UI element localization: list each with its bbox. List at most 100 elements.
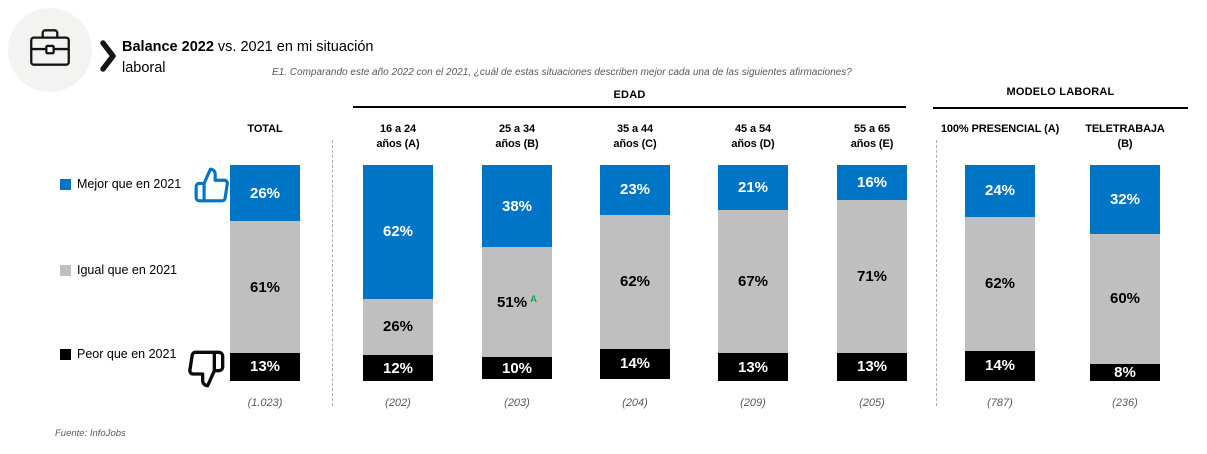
segment-value-label: 62% — [382, 223, 414, 241]
legend-label-igual: Igual que en 2021 — [77, 263, 178, 277]
bar-segment: 62% — [965, 216, 1035, 351]
bar-segment: 67% — [718, 209, 788, 354]
bar-segment: 26% — [363, 298, 433, 356]
bar-segment: 62% — [363, 165, 433, 299]
segment-value-label: 10% — [501, 359, 533, 377]
bar-segment: 21% — [718, 165, 788, 210]
stacked-bar: 16% 71% 13% — [837, 165, 907, 381]
segment-value-label: 26% — [382, 318, 414, 336]
bar-segment: 62% — [600, 214, 670, 349]
bar-column: 100% PRESENCIAL (A) 24% 62% 14% (787) — [930, 122, 1070, 409]
segment-value-label: 61% — [249, 278, 281, 296]
segment-value-label: 13% — [737, 358, 769, 376]
base-size-label: (236) — [1112, 397, 1138, 409]
bar-segment: 38% — [482, 165, 552, 248]
title-line2: laboral — [122, 60, 166, 76]
segment-value-label: 26% — [249, 184, 281, 202]
legend-label-mejor: Mejor que en 2021 — [77, 177, 182, 191]
base-size-label: (1.023) — [247, 397, 283, 409]
segment-value-label: 62% — [984, 275, 1016, 293]
legend-swatch-peor-icon — [60, 348, 71, 360]
stacked-bar: 24% 62% 14% — [965, 165, 1035, 381]
logo-circle — [8, 8, 92, 92]
bar-segment: 13% — [837, 352, 907, 381]
bar-segment: 60% — [1090, 234, 1160, 364]
segment-value-label: 13% — [249, 358, 281, 376]
stacked-bar: 21% 67% 13% — [718, 165, 788, 381]
title-bold: Balance 2022 — [122, 39, 214, 55]
legend-item-mejor: Mejor que en 2021 — [60, 177, 181, 191]
stacked-bar: 62% 26% 12% — [363, 165, 433, 381]
bar-column: 35 a 44 años (C) 23% 62% 14% (204) — [565, 122, 705, 409]
thumbs-down-icon — [186, 349, 226, 394]
bar-segment: 51% A — [482, 247, 552, 358]
segment-value-label: 67% — [737, 273, 769, 291]
segment-value-label: 32% — [1109, 191, 1141, 209]
bar-column: TELETRABAJA (B) 32% 60% 8% (236) — [1055, 122, 1195, 409]
segment-value-label: 14% — [984, 357, 1016, 375]
segment-value-label: 16% — [856, 173, 888, 191]
bar-segment: 13% — [718, 353, 788, 381]
chevron-right-icon — [99, 40, 117, 77]
base-size-label: (202) — [385, 397, 411, 409]
edad-underline — [353, 106, 906, 108]
group-header-modelo-laboral: MODELO LABORAL — [1006, 86, 1115, 98]
bar-segment: 12% — [363, 355, 433, 381]
separator-total-edad — [332, 140, 333, 406]
segment-value-label: 23% — [619, 181, 651, 199]
legend-item-igual: Igual que en 2021 — [60, 263, 177, 277]
column-header: TELETRABAJA (B) — [1085, 123, 1165, 150]
base-size-label: (205) — [859, 397, 885, 409]
segment-value-label: 51% A — [497, 293, 537, 311]
bar-segment: 16% — [837, 165, 907, 200]
legend-swatch-mejor-icon — [60, 178, 71, 190]
stacked-bar: 32% 60% 8% — [1090, 165, 1160, 381]
bar-segment: 14% — [600, 348, 670, 379]
group-header-edad: EDAD — [613, 89, 646, 101]
stacked-bar: 23% 62% 14% — [600, 165, 670, 381]
segment-value-label: 60% — [1109, 290, 1141, 308]
segment-value-label: 12% — [382, 359, 414, 377]
bar-segment: 61% — [230, 221, 300, 353]
column-header: 55 a 65 años (E) — [850, 123, 894, 150]
segment-value-label: 21% — [737, 178, 769, 196]
bar-segment: 26% — [230, 165, 300, 222]
bar-column: TOTAL 26% 61% 13% (1.023) — [195, 122, 335, 409]
bar-segment: 13% — [230, 352, 300, 381]
modelo-laboral-underline — [933, 107, 1188, 109]
segment-value-label: 38% — [501, 197, 533, 215]
column-header: 25 a 34 años (B) — [495, 123, 539, 150]
column-header: 100% PRESENCIAL (A) — [940, 123, 1060, 135]
segment-value-label: 71% — [856, 267, 888, 285]
bar-segment: 23% — [600, 165, 670, 215]
title-regular: vs. 2021 en mi situación — [213, 39, 374, 55]
column-header: 45 a 54 años (D) — [731, 123, 775, 150]
segment-value-label: 14% — [619, 355, 651, 373]
segment-value-label: 62% — [619, 273, 651, 291]
survey-question: E1. Comparando este año 2022 con el 2021… — [272, 67, 852, 78]
stacked-bar: 26% 61% 13% — [230, 165, 300, 381]
briefcase-icon — [21, 23, 79, 78]
legend-item-peor: Peor que en 2021 — [60, 347, 176, 361]
bar-segment: 71% — [837, 199, 907, 353]
bar-segment: 8% — [1090, 363, 1160, 381]
legend-swatch-igual-icon — [60, 264, 71, 276]
column-header: 16 a 24 años (A) — [376, 123, 420, 150]
column-header: TOTAL — [247, 123, 283, 135]
bar-segment: 14% — [965, 350, 1035, 381]
separator-edad-modelo — [936, 140, 937, 406]
bar-segment: 32% — [1090, 165, 1160, 235]
bar-column: 55 a 65 años (E) 16% 71% 13% (205) — [802, 122, 942, 409]
legend-label-peor: Peor que en 2021 — [77, 347, 177, 361]
bar-column: 45 a 54 años (D) 21% 67% 13% (209) — [683, 122, 823, 409]
base-size-label: (203) — [504, 397, 530, 409]
base-size-label: (204) — [622, 397, 648, 409]
source-note: Fuente: InfoJobs — [55, 428, 126, 439]
bar-segment: 24% — [965, 165, 1035, 217]
segment-value-label: 24% — [984, 182, 1016, 200]
segment-value-label: 8% — [1114, 363, 1136, 381]
page-title: Balance 2022 vs. 2021 en mi situación la… — [122, 37, 374, 79]
bar-segment: 10% — [482, 357, 552, 379]
bar-column: 16 a 24 años (A) 62% 26% 12% (202) — [328, 122, 468, 409]
